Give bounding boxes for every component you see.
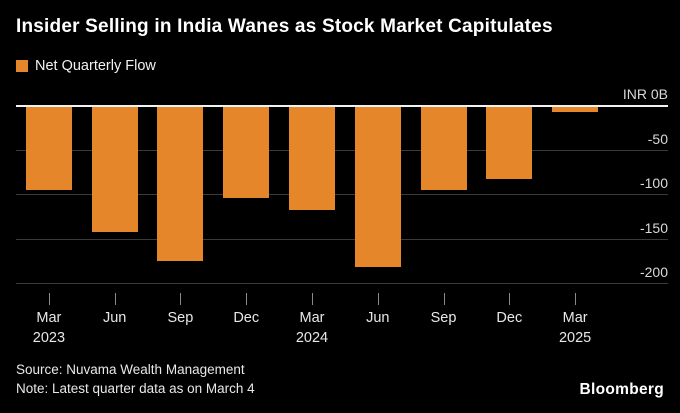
x-tick-mark [443,293,445,305]
legend: Net Quarterly Flow [16,58,156,74]
x-tick-label: Dec [496,310,523,326]
x-tick-mark [377,293,379,305]
bar [552,107,599,113]
x-tick-mark [312,293,313,305]
gridline [16,238,668,240]
y-tick-label: -200 [639,264,668,280]
x-tick-mark [509,293,511,305]
x-tick-label: Jun [102,310,127,326]
x-tick-mark [48,293,50,305]
x-tick-mark [246,293,248,305]
bloomberg-logo: Bloomberg [579,381,664,398]
note-text: Note: Latest quarter data as on March 4 [16,381,255,397]
legend-label: Net Quarterly Flow [35,58,156,74]
gridline [16,194,668,195]
x-tick-mark [114,293,116,305]
bar [486,107,533,179]
x-tick-mark [575,293,577,305]
bar [91,107,138,233]
bar [223,107,270,198]
x-tick-label: Sep [167,310,194,326]
x-tick-label: Sep [430,310,457,326]
bar [157,107,204,261]
chart-title: Insider Selling in India Wanes as Stock … [16,16,553,37]
legend-swatch [16,60,28,72]
gridline [16,283,668,284]
zero-gridline [16,105,668,107]
y-tick-label: -150 [639,219,668,236]
x-tick-mark [180,293,182,305]
gridline [16,149,668,151]
source-text: Source: Nuvama Wealth Management [16,362,245,378]
x-tick-label: Mar 2024 [295,310,329,346]
x-tick-label: Dec [233,310,260,326]
x-tick-label: Mar 2023 [32,310,66,346]
y-tick-label: -100 [639,175,668,191]
y-tick-label: -50 [647,130,668,147]
plot-area: INR 0B -50 -100 -150 -200 Mar 2023 Jun Sep Dec Mar… [16,86,668,346]
bar [25,107,72,190]
footer: Source: Nuvama Wealth Management Note: L… [16,361,255,399]
bar [289,107,335,211]
x-tick-label: Mar 2025 [558,310,592,346]
y-tick-label: INR 0B [622,86,668,102]
bar [420,107,467,190]
x-tick-label: Jun [366,310,390,326]
bar [354,107,401,267]
